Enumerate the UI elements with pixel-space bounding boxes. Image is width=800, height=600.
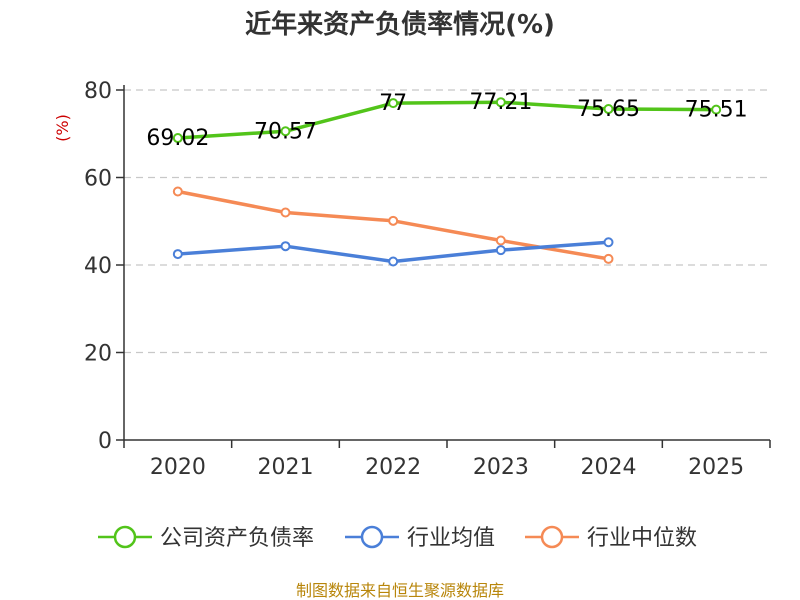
legend-label: 公司资产负债率 (160, 526, 314, 551)
data-point (603, 104, 614, 115)
axes: 0 20 40 60 80 2020 2021 2022 2023 2024 2025 (84, 79, 771, 480)
data-point (280, 207, 291, 218)
y-tick-label: 0 (98, 429, 112, 454)
source-note: 制图数据来自恒生聚源数据库 (296, 581, 504, 600)
data-labels: 69.02 70.57 77 77.21 75.65 75.51 (146, 90, 747, 151)
chart-title: 近年来资产负债率情况(%) (245, 9, 555, 40)
data-point (603, 237, 614, 248)
x-tick-label: 2024 (581, 455, 637, 480)
x-tick-label: 2023 (473, 455, 529, 480)
data-point (388, 256, 399, 267)
legend-swatch-marker (540, 525, 564, 549)
data-point (172, 186, 183, 197)
y-tick-label: 20 (84, 342, 112, 367)
legend-label: 行业中位数 (587, 526, 697, 551)
data-label: 75.65 (577, 97, 640, 122)
data-label: 69.02 (146, 126, 209, 151)
data-point (280, 126, 291, 137)
x-tick-label: 2020 (150, 455, 206, 480)
legend-swatch-marker (113, 525, 137, 549)
data-point (603, 253, 614, 264)
legend-item: 公司资产负债率 (98, 525, 314, 551)
y-tick-label: 60 (84, 167, 112, 192)
series-line (176, 100, 718, 140)
y-tick-label: 40 (84, 254, 112, 279)
grid-lines (124, 89, 770, 354)
legend: 公司资产负债率 行业均值 行业中位数 (98, 525, 697, 551)
y-axis-unit: (%) (53, 114, 72, 142)
y-tick-label: 80 (84, 79, 112, 104)
data-point (495, 245, 506, 256)
data-point (388, 215, 399, 226)
data-point (388, 98, 399, 109)
data-point (280, 241, 291, 252)
legend-label: 行业均值 (407, 526, 495, 551)
x-tick-label: 2025 (688, 455, 744, 480)
x-tick-label: 2021 (258, 455, 314, 480)
data-label: 75.51 (685, 98, 748, 123)
data-label: 77.21 (469, 90, 532, 115)
legend-item: 行业中位数 (525, 525, 697, 551)
data-point (495, 235, 506, 246)
data-point (172, 249, 183, 260)
x-tick-label: 2022 (365, 455, 421, 480)
data-label: 77 (379, 91, 407, 116)
legend-swatch-marker (360, 525, 384, 549)
legend-item: 行业均值 (345, 525, 495, 551)
series-group (172, 97, 722, 267)
data-point (495, 97, 506, 108)
data-point (172, 133, 183, 144)
data-label: 70.57 (254, 119, 317, 144)
data-point (711, 104, 722, 115)
